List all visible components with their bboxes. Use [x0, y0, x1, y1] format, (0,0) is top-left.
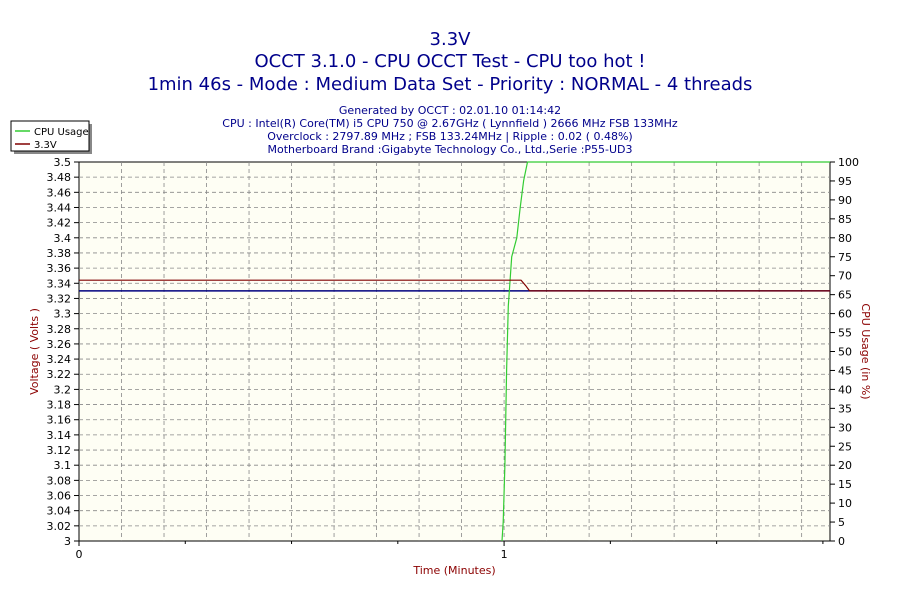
legend-entry-label: CPU Usage: [34, 127, 89, 138]
y-right-tick-label: 35: [838, 402, 852, 415]
y-left-tick-label: 3.18: [47, 399, 72, 412]
y-left-tick-label: 3.26: [47, 338, 72, 351]
y-right-tick-label: 85: [838, 213, 852, 226]
y-right-tick-label: 25: [838, 440, 852, 453]
y-right-tick-label: 55: [838, 327, 852, 340]
y-right-tick-label: 95: [838, 175, 852, 188]
chart-title-line: 3.3V: [430, 29, 472, 50]
y-left-tick-label: 3.06: [47, 490, 72, 503]
chart-subtitle-line: Motherboard Brand :Gigabyte Technology C…: [267, 143, 632, 156]
y-left-tick-label: 3.24: [47, 353, 72, 366]
y-right-tick-label: 10: [838, 497, 852, 510]
x-axis-label: Time (Minutes): [412, 564, 495, 577]
y-right-tick-label: 90: [838, 194, 852, 207]
chart-title-line: 1min 46s - Mode : Medium Data Set - Prio…: [148, 74, 753, 95]
chart-title-line: OCCT 3.1.0 - CPU OCCT Test - CPU too hot…: [254, 51, 645, 72]
plot-area: [78, 161, 831, 542]
y-left-tick-label: 3.46: [47, 186, 72, 199]
y-right-tick-label: 70: [838, 270, 852, 283]
x-tick-label: 1: [501, 548, 508, 561]
axes: 3.5 3.48 3.46 3.44 3.42 3.4 3.38 3.36 3.34 3.32 3.…: [28, 156, 872, 577]
y-left-tick-label: 3.04: [47, 505, 72, 518]
x-tick-label: 0: [76, 548, 83, 561]
y-right-tick-label: 45: [838, 364, 852, 377]
y-left-tick-label: 3.28: [47, 323, 72, 336]
chart-subtitle-line: Generated by OCCT : 02.01.10 01:14:42: [339, 104, 561, 117]
y-left-tick-label: 3.12: [47, 444, 72, 457]
grid-lines: [79, 162, 830, 541]
y-right-tick-label: 80: [838, 232, 852, 245]
y-left-tick-label: 3.3: [54, 308, 72, 321]
legend-box: [10, 120, 90, 152]
y-left-tick-label: 3.08: [47, 474, 72, 487]
y-left-tick-label: 3.02: [47, 520, 72, 533]
y-left-tick-label: 3.42: [47, 217, 72, 230]
y-right-axis-label: CPU Usage (in %): [859, 303, 872, 399]
y-right-tick-label: 60: [838, 308, 852, 321]
y-right-tick-label: 40: [838, 383, 852, 396]
y-left-tick-label: 3.1: [54, 459, 72, 472]
y-right-tick-label: 15: [838, 478, 852, 491]
y-left-tick-label: 3.5: [54, 156, 72, 169]
y-left-tick-label: 3.22: [47, 368, 72, 381]
y-right-tick-label: 0: [838, 535, 845, 548]
y-right-tick-label: 75: [838, 251, 852, 264]
series-line-3-3v: [79, 279, 830, 292]
y-left-tick-label: 3.34: [47, 277, 72, 290]
y-left-tick-label: 3.2: [54, 383, 72, 396]
y-left-tick-label: 3.44: [47, 201, 72, 214]
y-right-tick-label: 20: [838, 459, 852, 472]
y-left-tick-label: 3.32: [47, 292, 72, 305]
y-right-tick-label: 65: [838, 289, 852, 302]
y-right-tick-label: 5: [838, 516, 845, 529]
y-left-tick-label: 3.14: [47, 429, 72, 442]
y-right-tick-label: 50: [838, 346, 852, 359]
y-left-tick-label: 3.36: [47, 262, 72, 275]
chart-legend: CPU Usage 3.3V: [10, 120, 92, 154]
series-layer: [79, 161, 830, 542]
y-right-tick-label: 100: [838, 156, 859, 169]
y-left-tick-label: 3.38: [47, 247, 72, 260]
y-left-tick-label: 3: [64, 535, 71, 548]
y-right-tick-label: 30: [838, 421, 852, 434]
y-left-tick-label: 3.16: [47, 414, 72, 427]
y-left-axis-label: Voltage ( Volts ): [28, 308, 41, 395]
y-left-tick-label: 3.4: [54, 232, 72, 245]
y-left-tick-label: 3.48: [47, 171, 72, 184]
legend-entry-label: 3.3V: [34, 140, 57, 151]
chart-subtitle-line: Overclock : 2797.89 MHz ; FSB 133.24MHz …: [267, 130, 632, 143]
chart-subtitle-line: CPU : Intel(R) Core(TM) i5 CPU 750 @ 2.6…: [222, 117, 678, 130]
series-line-cpu-usage: [501, 161, 830, 542]
